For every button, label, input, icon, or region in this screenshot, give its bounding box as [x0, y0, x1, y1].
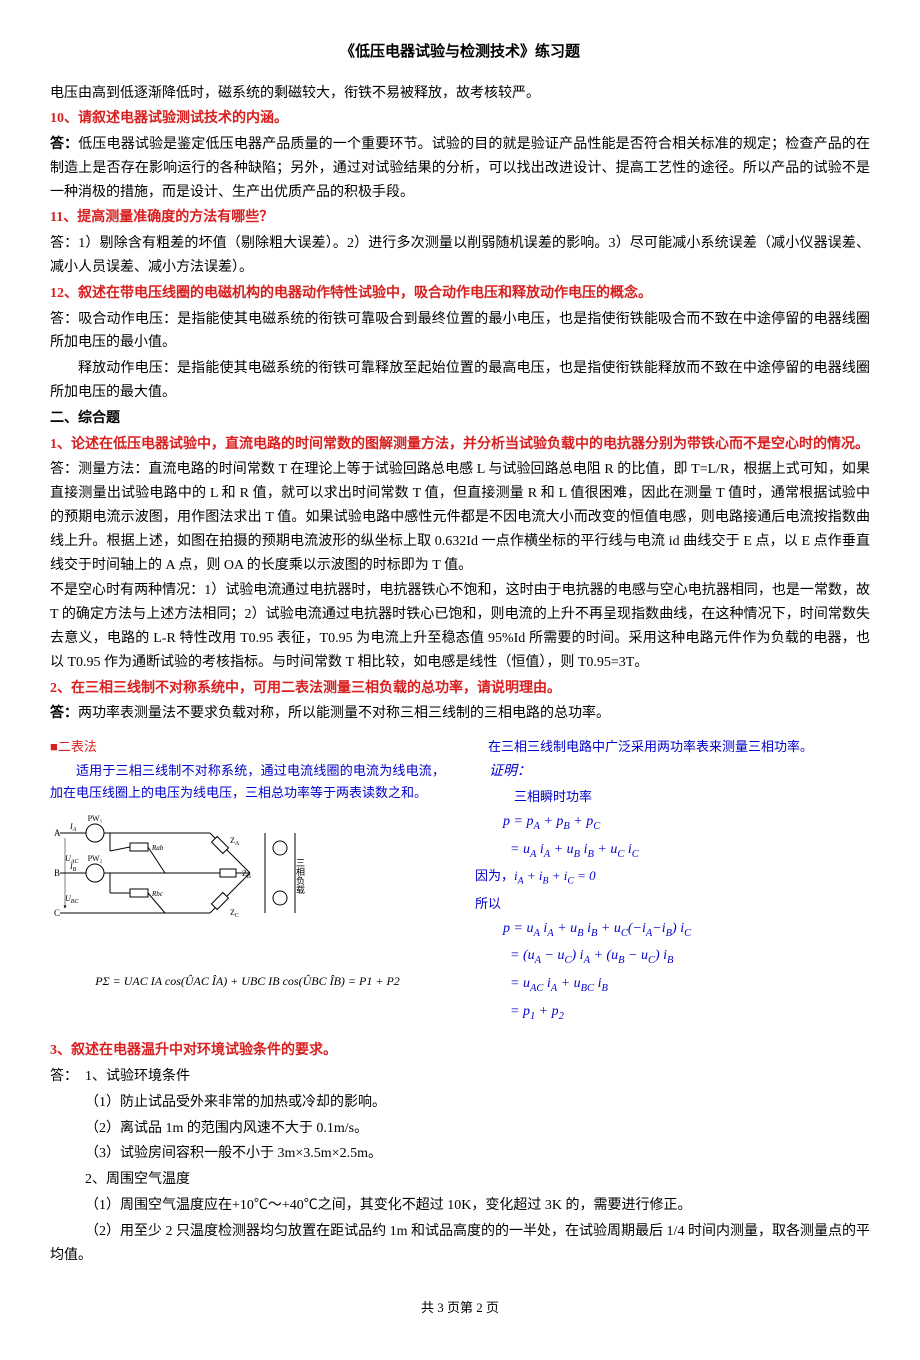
proof-l7: = (uA − uC) iA + (uB − uC) iB — [503, 944, 870, 970]
c3-heading: 3、叙述在电器温升中对环境试验条件的要求。 — [50, 1039, 870, 1063]
c2-answer-text: 两功率表测量法不要求负载对称，所以能测量不对称三相三线制的三相电路的总功率。 — [78, 706, 610, 721]
c3-s1-1: （1）防止试品受外来非常的加热或冷却的影响。 — [85, 1091, 870, 1115]
c3-s2-2: （2）用至少 2 只温度检测器均匀放置在距试品约 1m 和试品高度的的一半处，在… — [50, 1220, 870, 1268]
c2-left-formula: PΣ = UAC IA cos(ÛAC ÎA) + UBC IB cos(ÛBC… — [50, 971, 445, 991]
circuit-svg: PW₁ PW₂ A B C IA IB Rab Rbc — [50, 813, 310, 963]
part2-heading: 二、综合题 — [50, 407, 870, 431]
svg-text:A: A — [54, 828, 61, 838]
proof-l9: = p1 + p2 — [503, 1000, 870, 1026]
intro-text: 电压由高到低逐渐降低时，磁系统的剩磁较大，衔铁不易被释放，故考核较严。 — [50, 82, 870, 106]
svg-text:PW₂: PW₂ — [88, 854, 103, 863]
page-footer: 共 3 页第 2 页 — [50, 1297, 870, 1319]
c3-answer: 答： 1、试验环境条件 — [50, 1065, 870, 1089]
proof-l1: 三相瞬时功率 — [475, 786, 870, 808]
proof-label: 证明： — [475, 760, 870, 784]
c2-left-text: 适用于三相三线制不对称系统，通过电流线圈的电流为线电流，加在电压线圈上的电压为线… — [50, 760, 445, 804]
proof-l6: p = uA iA + uB iB + uC(−iA−iB) iC — [503, 917, 870, 943]
q11-heading: 11、提高测量准确度的方法有哪些？ — [50, 206, 870, 230]
c2-left-title: ■二表法 — [50, 736, 445, 758]
c2-right-col: 在三相三线制电路中广泛采用两功率表来测量三相功率。 证明： 三相瞬时功率 p =… — [475, 734, 870, 1027]
c3-s2-1: （1）周围空气温度应在+10℃～+40℃之间，其变化不超过 10K，变化超过 3… — [85, 1194, 870, 1218]
c3-s1-3: （3）试验房间容积一般不小于 3m×3.5m×2.5m。 — [85, 1142, 870, 1166]
q10-answer-text: 低压电器试验是鉴定低压电器产品质量的一个重要环节。试验的目的就是验证产品性能是否… — [50, 137, 870, 200]
proof-l3: = uA iA + uB iB + uC iC — [503, 838, 870, 864]
q12-answer-1: 答：吸合动作电压：是指能使其电磁系统的衔铁可靠吸合到最终位置的最小电压，也是指使… — [50, 308, 870, 356]
svg-text:UBC: UBC — [65, 894, 79, 905]
c2-right-title: 在三相三线制电路中广泛采用两功率表来测量三相功率。 — [475, 736, 870, 758]
c3-s1-2: （2）离试品 1m 的范围内风速不大于 0.1m/s。 — [85, 1117, 870, 1141]
svg-text:Rab: Rab — [151, 844, 164, 852]
c2-answer: 答：两功率表测量法不要求负载对称，所以能测量不对称三相三线制的三相电路的总功率。 — [50, 702, 870, 726]
svg-text:ZC: ZC — [230, 908, 239, 919]
svg-text:ZA: ZA — [230, 836, 240, 847]
q10-answer: 答：低压电器试验是鉴定低压电器产品质量的一个重要环节。试验的目的就是验证产品性能… — [50, 133, 870, 204]
circuit-diagram: PW₁ PW₂ A B C IA IB Rab Rbc — [50, 813, 310, 963]
q12-answer-2: 释放动作电压：是指能使其电磁系统的衔铁可靠释放至起始位置的最高电压，也是指使衔铁… — [50, 357, 870, 405]
answer-label: 答： — [50, 137, 78, 152]
c2-heading: 2、在三相三线制不对称系统中，可用二表法测量三相负载的总功率，请说明理由。 — [50, 677, 870, 701]
proof-l5: 所以 — [475, 893, 870, 915]
c1-answer-1: 答：测量方法：直流电路的时间常数 T 在理论上等于试验回路总电感 L 与试验回路… — [50, 458, 870, 577]
svg-text:B: B — [54, 868, 60, 878]
svg-text:PW₁: PW₁ — [88, 814, 103, 823]
proof-l8: = uAC iA + uBC iB — [503, 972, 870, 998]
q11-answer: 答：1）剔除含有粗差的坏值（剔除粗大误差）。2）进行多次测量以削弱随机误差的影响… — [50, 232, 870, 280]
svg-text:IA: IA — [69, 822, 77, 833]
svg-text:C: C — [54, 908, 60, 918]
c2-left-col: ■二表法 适用于三相三线制不对称系统，通过电流线圈的电流为线电流，加在电压线圈上… — [50, 734, 445, 993]
c3-s2: 2、周围空气温度 — [85, 1168, 870, 1192]
svg-text:UAC: UAC — [65, 854, 79, 865]
c2-columns: ■二表法 适用于三相三线制不对称系统，通过电流线圈的电流为线电流，加在电压线圈上… — [50, 734, 870, 1027]
c1-answer-2: 不是空心时有两种情况：1）试验电流通过电抗器时，电抗器铁心不饱和，这时由于电抗器… — [50, 579, 870, 674]
proof-l2: p = pA + pB + pC — [503, 810, 870, 836]
q12-heading: 12、叙述在带电压线圈的电磁机构的电器动作特性试验中，吸合动作电压和释放动作电压… — [50, 282, 870, 306]
q10-heading: 10、请叙述电器试验测试技术的内涵。 — [50, 107, 870, 131]
page-title: 《低压电器试验与检测技术》练习题 — [50, 40, 870, 66]
svg-text:ZB: ZB — [242, 869, 251, 880]
c1-heading: 1、论述在低压电器试验中，直流电路的时间常数的图解测量方法，并分析当试验负载中的… — [50, 433, 870, 457]
svg-text:三相负载: 三相负载 — [295, 858, 305, 895]
proof-l4: 因为，iA + iB + iC = 0 — [475, 865, 870, 890]
answer-label: 答： — [50, 706, 78, 721]
svg-text:Rbc: Rbc — [151, 890, 164, 898]
